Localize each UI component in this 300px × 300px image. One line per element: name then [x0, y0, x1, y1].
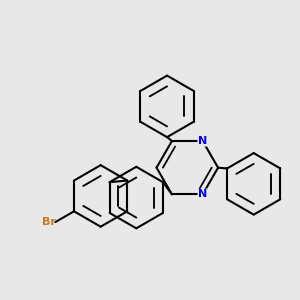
Text: N: N — [198, 189, 207, 199]
Text: N: N — [198, 136, 207, 146]
Text: Br: Br — [41, 217, 56, 227]
